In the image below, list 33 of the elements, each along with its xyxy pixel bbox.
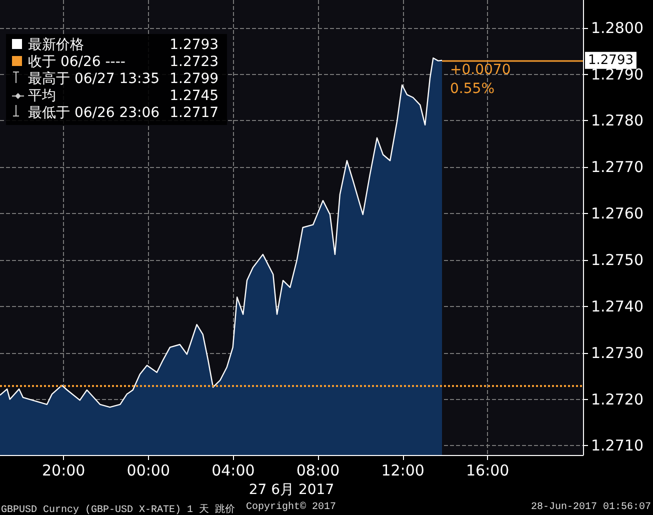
annotation: 1.2717: [168, 105, 220, 122]
text: 28-Jun-2017 01:56:07: [530, 502, 651, 513]
y-tick-label: 1.2710: [591, 436, 644, 455]
text: GBPUSD Curncy (GBP-USD X-RATE) 1 天 跳价: [1, 502, 236, 515]
x-tick-label: 20:00: [42, 462, 86, 480]
annotation: 1.2793: [168, 37, 220, 54]
x-tick-label: 08:00: [296, 462, 340, 480]
annotation: 1.2745: [168, 88, 220, 105]
y-tick-label: 1.2740: [591, 297, 644, 316]
x-axis-title: 27 6月 2017: [248, 482, 334, 498]
y-tick-label: 1.2750: [591, 251, 644, 269]
y-tick-label: 1.2800: [591, 18, 644, 37]
annotation: 0.55%: [450, 81, 494, 98]
y-tick-label: 1.2770: [591, 158, 644, 176]
x-tick-label: 16:00: [466, 462, 510, 480]
annotation: 平均: [27, 88, 57, 105]
legend-label: 最新价格: [27, 37, 85, 54]
annotation: 最低于 06/26 23:06: [27, 105, 161, 122]
legend-label: 收于 06/26 ----: [27, 54, 126, 71]
ref-line-label: 1.2793: [588, 52, 634, 68]
x-tick-label: 00:00: [126, 462, 170, 480]
annotation: 最高于 06/27 13:35: [27, 71, 161, 88]
y-tick-label: 1.2730: [591, 344, 644, 362]
x-tick-label: 04:00: [212, 462, 255, 480]
annotation: 1.2799: [168, 71, 220, 88]
y-tick-label: 1.2790: [591, 65, 644, 84]
y-tick-label: 1.2720: [591, 390, 644, 408]
annotation: +0.0070: [450, 62, 511, 78]
text: Copyright© 2017: [246, 502, 336, 513]
x-tick-label: 12:00: [381, 462, 424, 480]
y-tick-label: 1.2760: [591, 204, 644, 223]
y-tick-label: 1.2780: [591, 112, 644, 130]
annotation: 1.2723: [168, 54, 220, 71]
